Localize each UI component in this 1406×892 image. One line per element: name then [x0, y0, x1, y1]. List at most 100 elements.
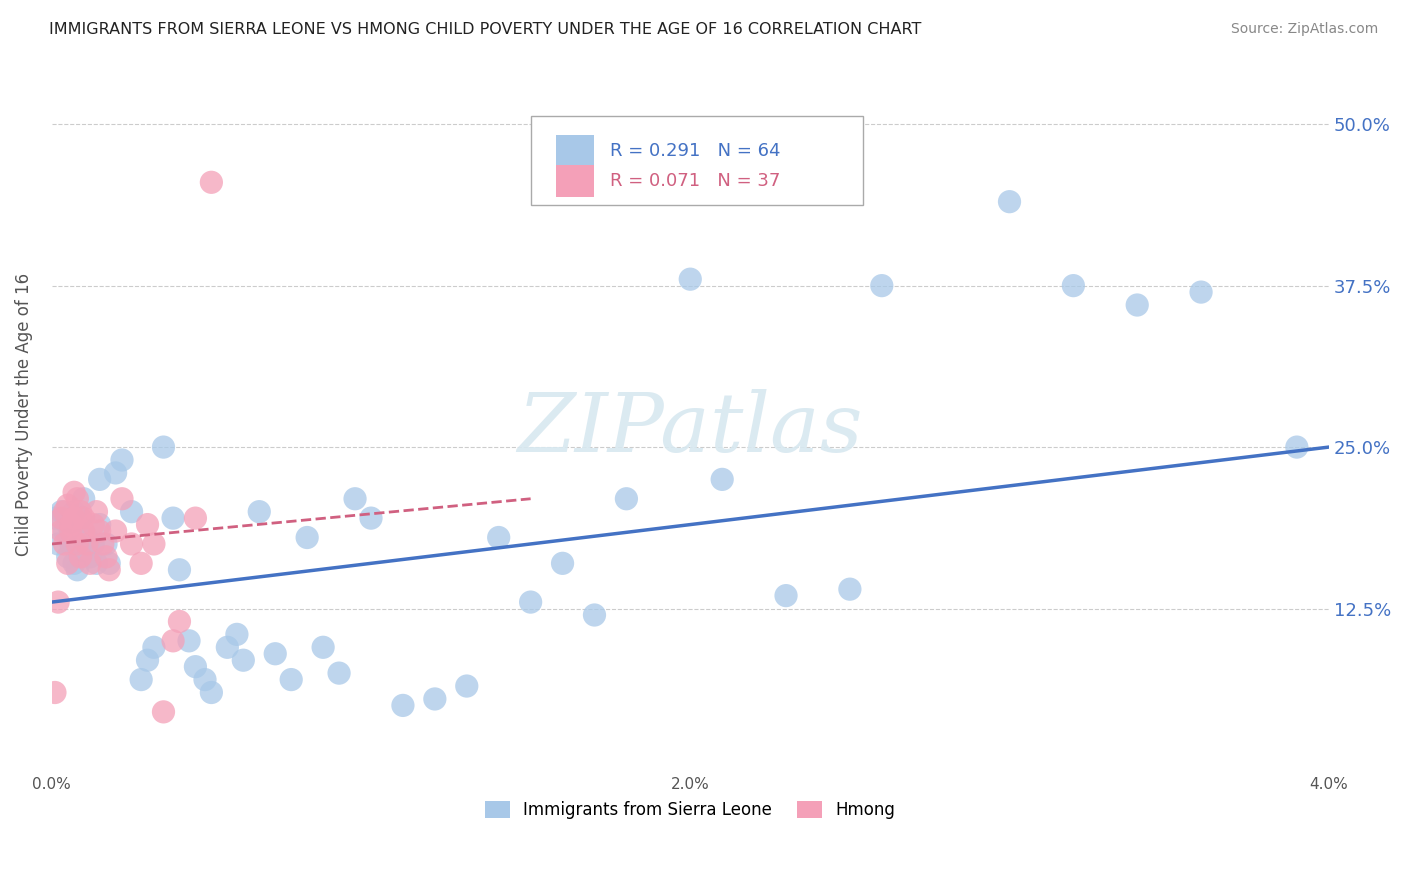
Point	[79, 557, 101, 571]
Point	[264, 647, 287, 661]
Point	[86, 505, 108, 519]
Point	[488, 531, 510, 545]
Point	[104, 466, 127, 480]
Text: R = 0.071   N = 37: R = 0.071 N = 37	[610, 172, 780, 190]
Point	[76, 537, 98, 551]
Point	[66, 524, 89, 538]
Bar	[557, 135, 595, 167]
Point	[129, 557, 152, 571]
Point	[519, 595, 541, 609]
Point	[583, 607, 606, 622]
Legend: Immigrants from Sierra Leone, Hmong: Immigrants from Sierra Leone, Hmong	[478, 794, 903, 826]
Point	[121, 537, 143, 551]
Point	[423, 692, 446, 706]
Point	[69, 511, 91, 525]
Point	[94, 549, 117, 564]
Point	[111, 491, 134, 506]
Y-axis label: Child Poverty Under the Age of 16: Child Poverty Under the Age of 16	[15, 273, 32, 557]
Point	[280, 673, 302, 687]
Point	[44, 511, 66, 525]
Point	[312, 640, 335, 655]
Point	[63, 511, 86, 525]
Point	[104, 524, 127, 538]
Point	[142, 640, 165, 655]
Point	[129, 673, 152, 687]
Point	[998, 194, 1021, 209]
Point	[56, 549, 79, 564]
Point	[360, 511, 382, 525]
Point	[69, 549, 91, 564]
Point	[73, 524, 96, 538]
Point	[247, 505, 270, 519]
Point	[56, 517, 79, 532]
Point	[679, 272, 702, 286]
Text: IMMIGRANTS FROM SIERRA LEONE VS HMONG CHILD POVERTY UNDER THE AGE OF 16 CORRELAT: IMMIGRANTS FROM SIERRA LEONE VS HMONG CH…	[49, 22, 921, 37]
Point	[551, 557, 574, 571]
Point	[169, 563, 191, 577]
Point	[66, 491, 89, 506]
Point	[152, 705, 174, 719]
Point	[200, 685, 222, 699]
Point	[392, 698, 415, 713]
Text: Source: ZipAtlas.com: Source: ZipAtlas.com	[1230, 22, 1378, 37]
Point	[79, 549, 101, 564]
Point	[169, 615, 191, 629]
Point	[98, 557, 121, 571]
Point	[86, 557, 108, 571]
Point	[870, 278, 893, 293]
Point	[94, 537, 117, 551]
Point	[136, 517, 159, 532]
Point	[46, 537, 69, 551]
Point	[59, 517, 82, 532]
Point	[46, 595, 69, 609]
Text: R = 0.291   N = 64: R = 0.291 N = 64	[610, 142, 780, 160]
Point	[616, 491, 638, 506]
Text: ZIPatlas: ZIPatlas	[517, 389, 863, 469]
Point	[63, 557, 86, 571]
Point	[63, 505, 86, 519]
Point	[142, 537, 165, 551]
Point	[184, 659, 207, 673]
Point	[328, 666, 350, 681]
Point	[82, 517, 104, 532]
Point	[344, 491, 367, 506]
Point	[217, 640, 239, 655]
Point	[200, 175, 222, 189]
Point	[59, 524, 82, 538]
Point	[63, 485, 86, 500]
Point	[69, 505, 91, 519]
Point	[53, 537, 76, 551]
Point	[1062, 278, 1084, 293]
Point	[66, 563, 89, 577]
Point	[162, 633, 184, 648]
Point	[152, 440, 174, 454]
Point	[177, 633, 200, 648]
Point	[53, 524, 76, 538]
Point	[194, 673, 217, 687]
Point	[51, 505, 73, 519]
Point	[53, 505, 76, 519]
Point	[136, 653, 159, 667]
Point	[56, 498, 79, 512]
Point	[184, 511, 207, 525]
Point	[1189, 285, 1212, 299]
Point	[89, 517, 111, 532]
Point	[73, 543, 96, 558]
Point	[711, 472, 734, 486]
Point	[98, 563, 121, 577]
Point	[59, 537, 82, 551]
Point	[89, 524, 111, 538]
Point	[775, 589, 797, 603]
Point	[226, 627, 249, 641]
Point	[162, 511, 184, 525]
Point	[91, 537, 114, 551]
Point	[66, 537, 89, 551]
Point	[51, 524, 73, 538]
Point	[44, 685, 66, 699]
Point	[73, 511, 96, 525]
Point	[121, 505, 143, 519]
Point	[56, 557, 79, 571]
Point	[76, 531, 98, 545]
Point	[89, 472, 111, 486]
Point	[1126, 298, 1149, 312]
